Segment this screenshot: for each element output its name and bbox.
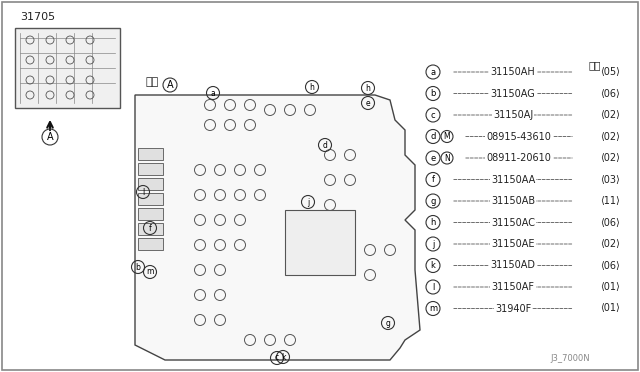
Text: h: h — [365, 83, 371, 93]
Text: 08911-20610: 08911-20610 — [486, 153, 552, 163]
Text: k: k — [431, 261, 435, 270]
Text: ⟨05⟩: ⟨05⟩ — [600, 67, 620, 77]
Text: ⟨02⟩: ⟨02⟩ — [600, 153, 620, 163]
Text: 31705: 31705 — [20, 12, 55, 22]
Text: 数量: 数量 — [589, 60, 601, 70]
Text: a: a — [211, 89, 216, 97]
Text: A: A — [47, 132, 53, 142]
Text: M: M — [444, 132, 451, 141]
FancyBboxPatch shape — [138, 193, 163, 205]
Text: 31150AB: 31150AB — [491, 196, 535, 206]
Text: 31150AC: 31150AC — [491, 218, 535, 228]
Polygon shape — [135, 95, 420, 360]
Text: l: l — [432, 282, 434, 292]
Text: d: d — [323, 141, 328, 150]
Text: f: f — [148, 224, 152, 232]
Text: ⟨11⟩: ⟨11⟩ — [600, 196, 620, 206]
Text: 31150AF: 31150AF — [492, 282, 534, 292]
FancyBboxPatch shape — [138, 223, 163, 235]
Text: 31150AE: 31150AE — [492, 239, 535, 249]
Text: ⟨06⟩: ⟨06⟩ — [600, 218, 620, 228]
Text: g: g — [430, 196, 436, 205]
Text: c: c — [431, 110, 435, 119]
Text: ⟨03⟩: ⟨03⟩ — [600, 174, 620, 185]
FancyBboxPatch shape — [15, 28, 120, 108]
Text: j: j — [307, 198, 309, 206]
Text: e: e — [430, 154, 436, 163]
Text: f: f — [431, 175, 435, 184]
Text: k: k — [281, 353, 285, 362]
Text: A: A — [166, 80, 173, 90]
Text: h: h — [430, 218, 436, 227]
FancyBboxPatch shape — [285, 210, 355, 275]
FancyBboxPatch shape — [138, 178, 163, 190]
Text: 矢視: 矢視 — [145, 77, 158, 87]
Text: 31150AD: 31150AD — [490, 260, 536, 270]
Text: ⟨01⟩: ⟨01⟩ — [600, 304, 620, 314]
Text: J3_7000N: J3_7000N — [550, 354, 590, 363]
Text: ⟨06⟩: ⟨06⟩ — [600, 260, 620, 270]
Text: ⟨02⟩: ⟨02⟩ — [600, 131, 620, 141]
Text: h: h — [310, 83, 314, 92]
Text: e: e — [365, 99, 371, 108]
Text: j: j — [432, 240, 434, 248]
FancyBboxPatch shape — [138, 163, 163, 175]
Text: 31940F: 31940F — [495, 304, 531, 314]
Text: 31150AA: 31150AA — [491, 174, 535, 185]
Text: ⟨02⟩: ⟨02⟩ — [600, 110, 620, 120]
Text: ⟨01⟩: ⟨01⟩ — [600, 282, 620, 292]
Text: c: c — [275, 353, 279, 362]
FancyBboxPatch shape — [138, 208, 163, 220]
Text: l: l — [142, 187, 144, 196]
Text: a: a — [431, 67, 436, 77]
Text: 31150AG: 31150AG — [491, 89, 536, 99]
Text: ⟨02⟩: ⟨02⟩ — [600, 239, 620, 249]
Text: m: m — [429, 304, 437, 313]
Text: 31150AJ: 31150AJ — [493, 110, 533, 120]
Text: 31150AH: 31150AH — [491, 67, 536, 77]
Text: ⟨06⟩: ⟨06⟩ — [600, 89, 620, 99]
Text: g: g — [385, 318, 390, 327]
Text: d: d — [430, 132, 436, 141]
Text: b: b — [430, 89, 436, 98]
Text: 08915-43610: 08915-43610 — [486, 131, 552, 141]
Text: b: b — [136, 263, 140, 272]
Text: N: N — [444, 154, 450, 163]
FancyBboxPatch shape — [138, 238, 163, 250]
Text: m: m — [147, 267, 154, 276]
FancyBboxPatch shape — [138, 148, 163, 160]
